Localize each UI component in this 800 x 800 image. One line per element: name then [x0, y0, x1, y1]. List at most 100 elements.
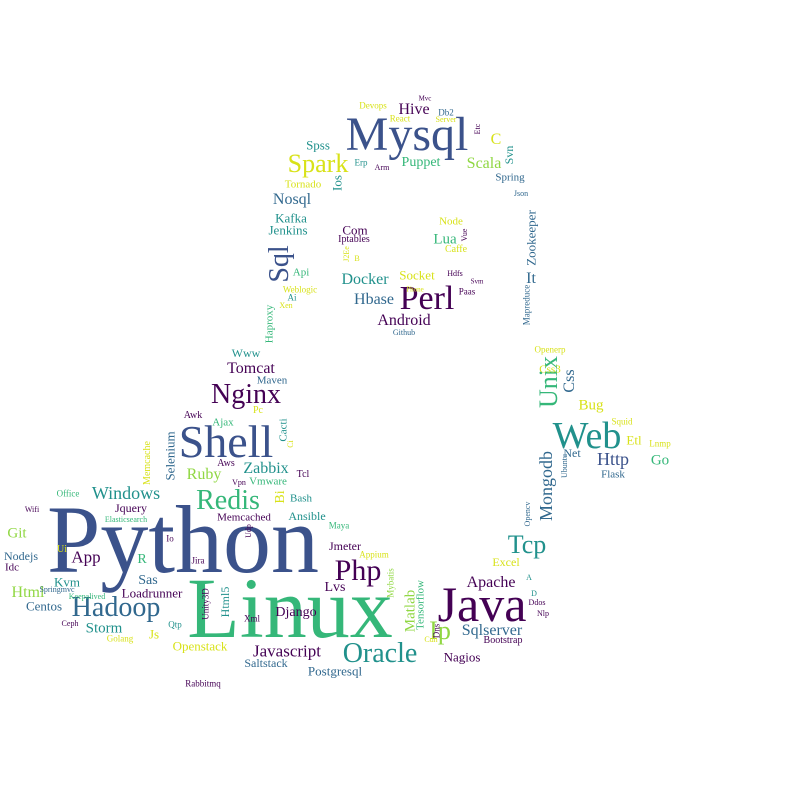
word-hbase: Hbase	[354, 291, 394, 308]
word-elasticsearch: Elasticsearch	[104, 515, 148, 524]
word-mysql: Mysql	[345, 108, 469, 161]
word-lua: Lua	[433, 231, 457, 248]
word-com: Com	[342, 222, 368, 238]
word-www: Www	[231, 346, 261, 360]
word-php: Php	[334, 554, 382, 587]
word-git: Git	[7, 525, 27, 542]
word-memcache: Memcache	[142, 441, 153, 485]
word-aws: Aws	[217, 458, 235, 469]
word-office: Office	[56, 488, 80, 499]
word-node: Node	[439, 215, 463, 228]
word-j2ee: J2Ee	[342, 246, 351, 262]
word-nginx: Nginx	[211, 379, 281, 410]
word-selenium: Selenium	[162, 431, 178, 481]
word-server: Server	[435, 115, 457, 124]
word-b: B	[354, 254, 360, 263]
word-linux: Linux	[187, 560, 393, 656]
word-zookeeper: Zookeeper	[523, 210, 539, 266]
word-ajax: Ajax	[212, 416, 234, 429]
word-keepalived: Keepalived	[68, 592, 106, 601]
word-android: Android	[377, 312, 431, 329]
word-ubuntu: Ubuntu	[560, 454, 569, 478]
word-mapreduce: Mapreduce	[521, 284, 532, 326]
word-jenkins: Jenkins	[268, 222, 308, 238]
word-maven: Maven	[256, 374, 288, 387]
word-nodejs: Nodejs	[4, 549, 38, 563]
word-etl: Etl	[626, 432, 642, 448]
word-phone: Phone	[406, 285, 424, 294]
word-ip: Ip	[429, 616, 451, 645]
word-jmeter: Jmeter	[329, 539, 361, 553]
word-openerp: Openerp	[534, 344, 566, 355]
word-ai: Ai	[287, 292, 297, 303]
word-ios: Ios	[329, 175, 345, 191]
word-socket: Socket	[399, 267, 435, 283]
word-apache: Apache	[466, 574, 516, 591]
word-postgresql: Postgresql	[307, 663, 363, 679]
word-oracle: Oracle	[342, 638, 418, 669]
word-mybatis: Mybatis	[385, 568, 396, 598]
word-shell: Shell	[178, 416, 274, 467]
word-zabbix: Zabbix	[243, 460, 289, 477]
word-ci: Ci	[286, 440, 295, 448]
word-scala: Scala	[466, 155, 502, 172]
word-puppet: Puppet	[401, 155, 441, 170]
word-redis: Redis	[196, 485, 260, 516]
word-xen: Xen	[279, 301, 293, 310]
word-vue: Vue	[460, 228, 469, 242]
word-kafka: Kafka	[275, 210, 307, 226]
word-tcp: Tcp	[507, 530, 547, 559]
word-nosql: Nosql	[272, 191, 312, 208]
word-ansible: Ansible	[288, 509, 326, 523]
word-sas: Sas	[138, 573, 158, 588]
word-memcached: Memcached	[217, 511, 271, 524]
word-storm: Storm	[85, 620, 123, 637]
word-etc: Etc	[473, 123, 482, 135]
word-rabbitmq: Rabbitmq	[185, 678, 221, 689]
word-web: Web	[552, 415, 622, 457]
word-net: Net	[563, 446, 581, 460]
word-js: Js	[148, 626, 160, 642]
word-bootstrap: Bootstrap	[483, 635, 523, 646]
word-appium: Appium	[359, 549, 389, 560]
word-maya: Maya	[328, 520, 350, 531]
word-css: Css	[561, 369, 578, 393]
word-hive: Hive	[398, 101, 430, 118]
word-react: React	[389, 113, 411, 124]
word-c: C	[490, 131, 502, 148]
word-vpn: Vpn	[232, 478, 246, 487]
word-it: It	[526, 270, 536, 287]
word-a: A	[526, 573, 532, 582]
word-mongodb: Mongodb	[536, 450, 556, 522]
word-io: Io	[166, 533, 174, 544]
word-api: Api	[292, 266, 310, 279]
word-haproxy: Haproxy	[263, 304, 276, 344]
word-svn: Svn	[502, 145, 516, 165]
word-ui: Ui	[57, 544, 67, 555]
word-tornado: Tornado	[284, 178, 322, 191]
word-opencv: Opencv	[523, 501, 532, 527]
word-jquery: Jquery	[115, 501, 147, 515]
word-html5: Html5	[218, 586, 232, 618]
word-centos: Centos	[25, 598, 63, 614]
word-hadoop: Hadoop	[71, 592, 161, 623]
word-vmware: Vmware	[249, 475, 287, 488]
word-javascript: Javascript	[253, 641, 321, 661]
word-wifi: Wifi	[24, 505, 40, 514]
word-app: App	[71, 547, 101, 567]
word-golang: Golang	[106, 633, 134, 644]
word-tensorflow: Tensorflow	[414, 580, 427, 630]
word-excel: Excel	[492, 555, 520, 569]
word-cdn: Cdn	[424, 635, 438, 644]
word-github: Github	[392, 328, 416, 337]
word-svm: Svm	[470, 277, 484, 286]
word-spring: Spring	[495, 171, 525, 184]
word-arm: Arm	[374, 163, 390, 172]
word-json: Json	[513, 189, 529, 198]
word-spark: Spark	[287, 149, 349, 178]
word-qtp: Qtp	[168, 619, 182, 630]
word-sqlserver: Sqlserver	[461, 622, 523, 639]
word-tomcat: Tomcat	[227, 360, 275, 377]
word-idc: Idc	[4, 561, 20, 574]
